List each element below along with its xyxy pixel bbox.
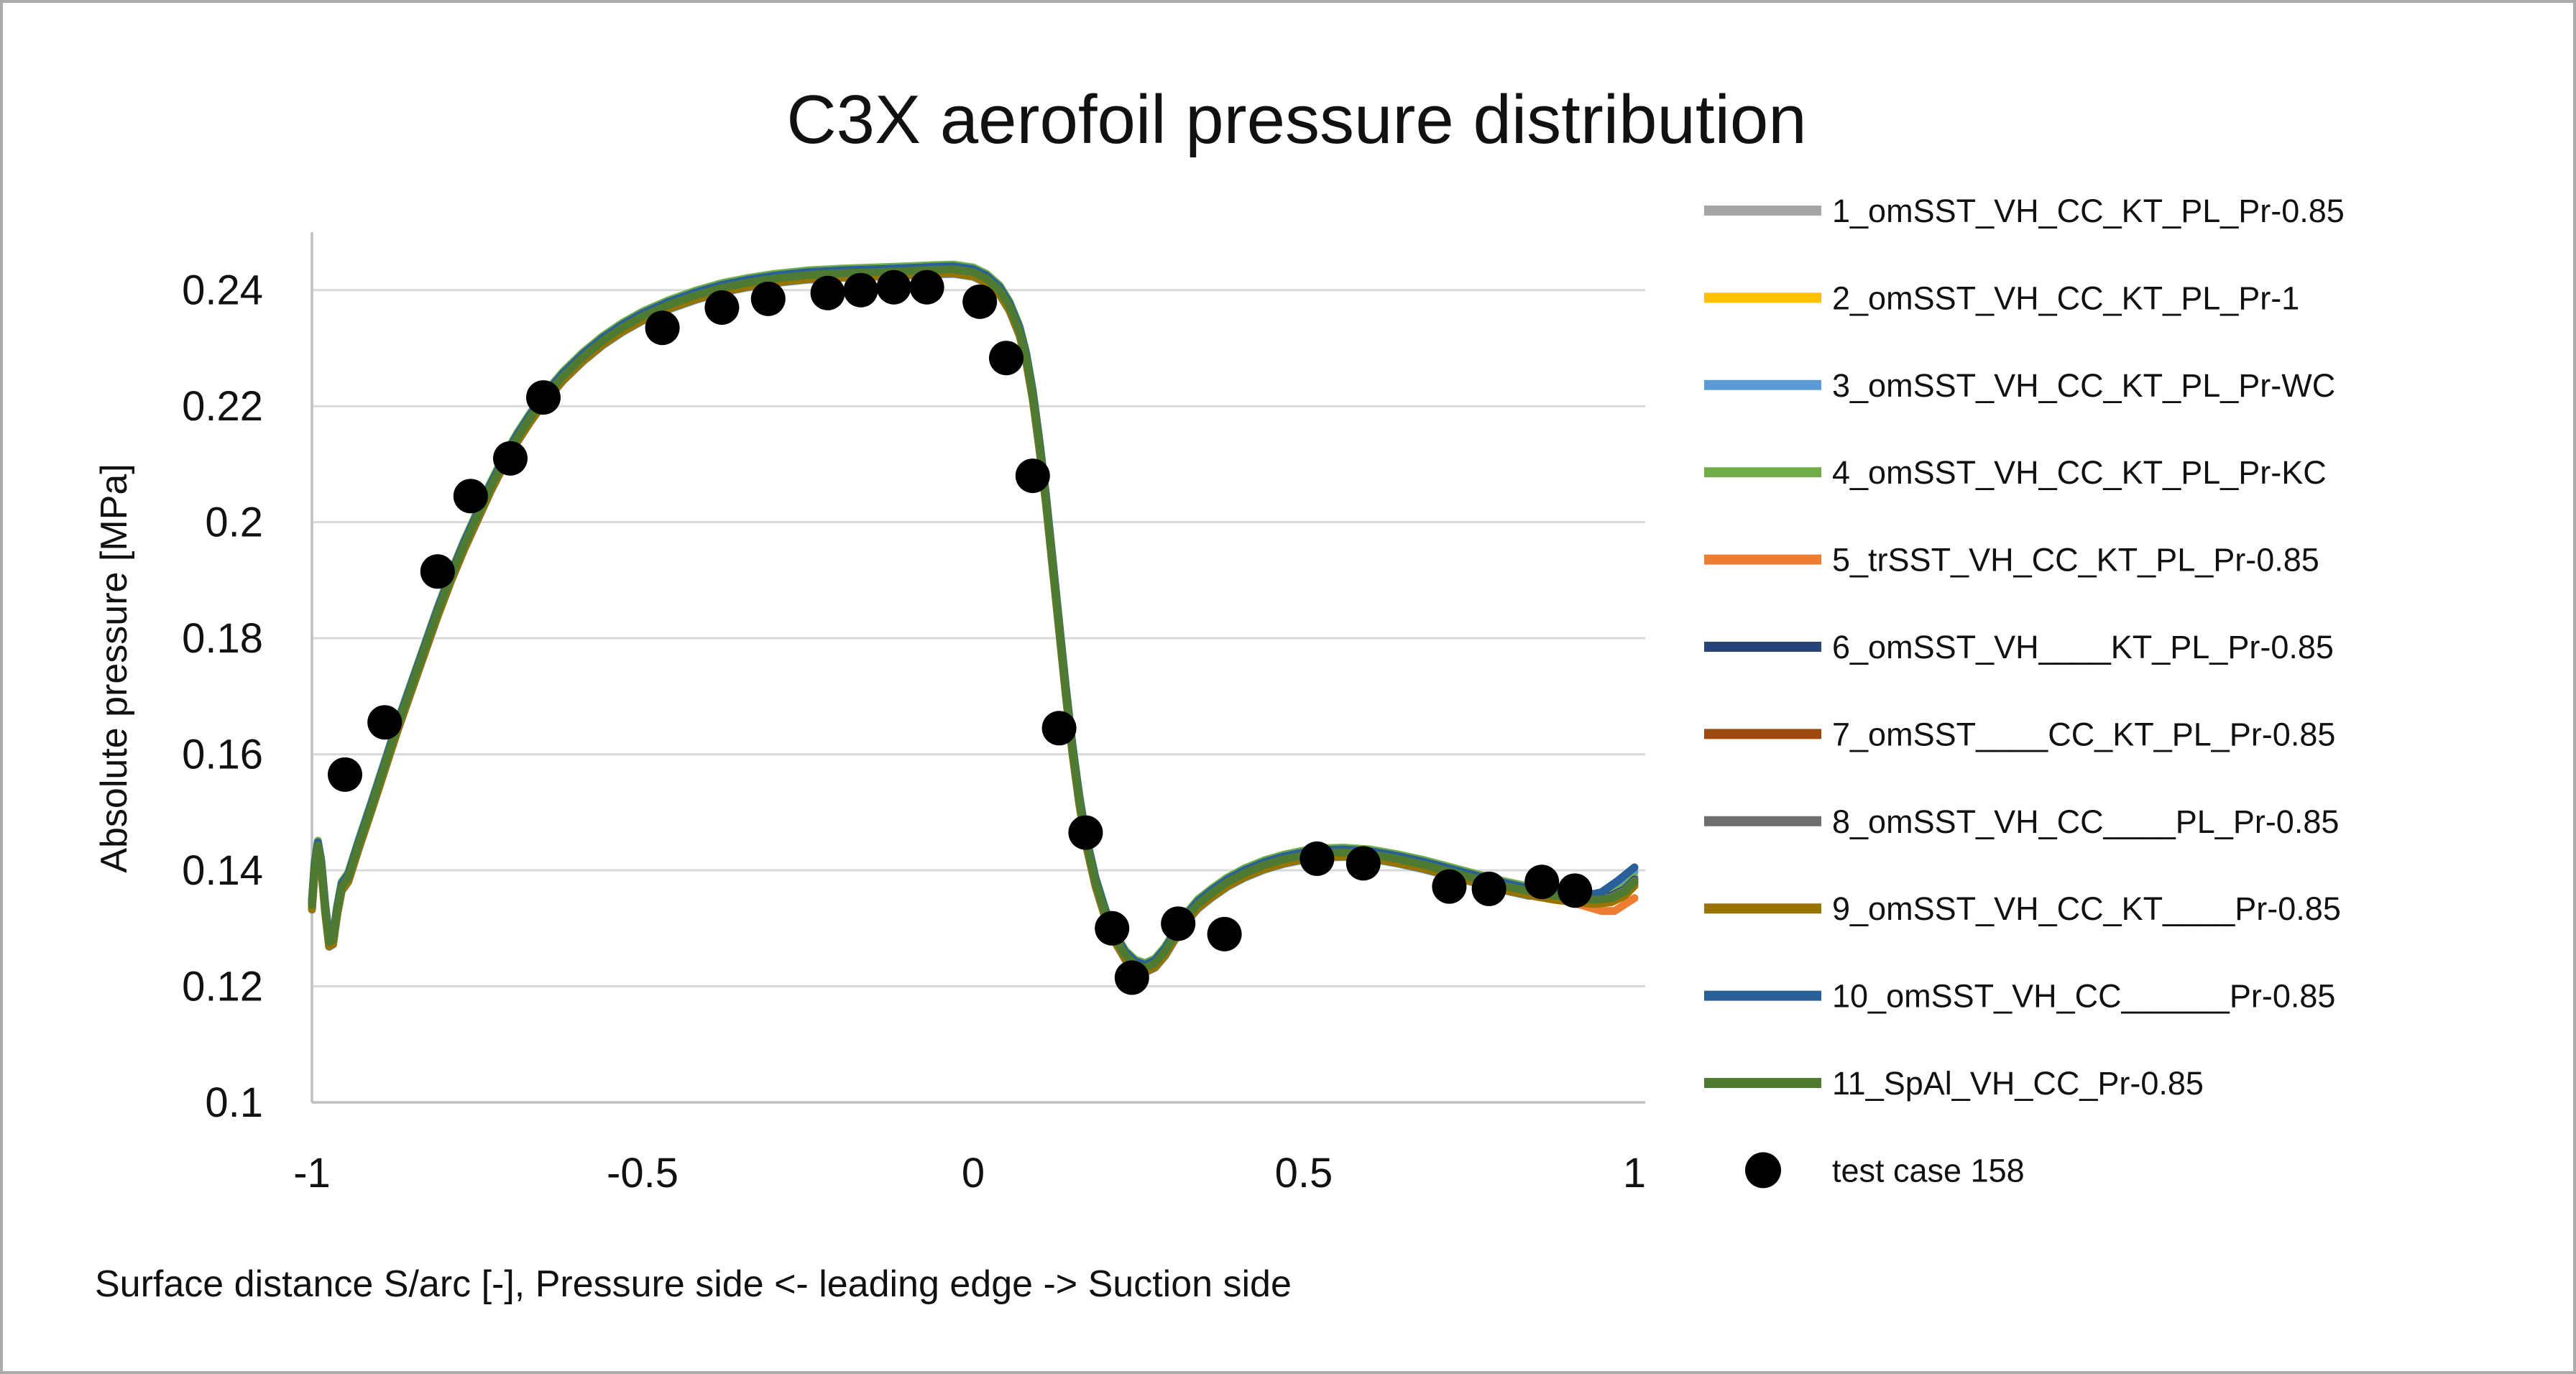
scatter-point bbox=[1095, 910, 1130, 946]
legend-label: 11_SpAl_VH_CC_Pr-0.85 bbox=[1832, 1065, 2204, 1102]
scatter-point bbox=[1207, 916, 1242, 951]
legend: 1_omSST_VH_CC_KT_PL_Pr-0.85 2_omSST_VH_CC… bbox=[1704, 193, 2345, 1189]
legend-item-12: test case 158 bbox=[1745, 1152, 2025, 1189]
legend-item-8: 8_omSST_VH_CC____PL_Pr-0.85 bbox=[1704, 803, 2339, 840]
legend-label: 7_omSST____CC_KT_PL_Pr-0.85 bbox=[1832, 716, 2335, 752]
y-tick-label: 0.22 bbox=[182, 383, 263, 430]
scatter-point bbox=[1524, 864, 1560, 900]
legend-label: 8_omSST_VH_CC____PL_Pr-0.85 bbox=[1832, 803, 2339, 840]
y-tick-label: 0.14 bbox=[182, 847, 263, 894]
scatter-point bbox=[962, 284, 998, 319]
series-line-4 bbox=[308, 260, 1639, 967]
legend-label: 3_omSST_VH_CC_KT_PL_Pr-WC bbox=[1832, 367, 2335, 404]
legend-item-7: 7_omSST____CC_KT_PL_Pr-0.85 bbox=[1704, 716, 2335, 752]
y-tick-label: 0.16 bbox=[182, 732, 263, 778]
scatter-point bbox=[989, 341, 1024, 376]
scatter-point bbox=[876, 269, 911, 305]
axis-layer bbox=[310, 232, 1645, 1104]
scatter-point bbox=[1015, 458, 1050, 494]
legend-item-2: 2_omSST_VH_CC_KT_PL_Pr-1 bbox=[1704, 280, 2299, 316]
legend-label: 4_omSST_VH_CC_KT_PL_Pr-KC bbox=[1832, 454, 2327, 491]
legend-item-6: 6_omSST_VH____KT_PL_Pr-0.85 bbox=[1704, 629, 2334, 665]
legend-item-11: 11_SpAl_VH_CC_Pr-0.85 bbox=[1704, 1065, 2204, 1102]
legend-label: 6_omSST_VH____KT_PL_Pr-0.85 bbox=[1832, 629, 2334, 665]
y-tick-label: 0.2 bbox=[205, 499, 263, 546]
scatter-point bbox=[1041, 711, 1077, 746]
y-tick-label: 0.12 bbox=[182, 964, 263, 1010]
legend-item-1: 1_omSST_VH_CC_KT_PL_Pr-0.85 bbox=[1704, 193, 2345, 229]
scatter-point bbox=[1471, 871, 1506, 906]
grid-layer bbox=[312, 289, 1645, 1104]
scatter-point bbox=[704, 290, 740, 325]
y-tick-label: 0.1 bbox=[205, 1079, 263, 1126]
legend-label: 9_omSST_VH_CC_KT____Pr-0.85 bbox=[1832, 890, 2341, 927]
scatter-point bbox=[750, 281, 786, 316]
scatter-layer bbox=[328, 269, 1593, 995]
scatter-point bbox=[1068, 815, 1103, 850]
pressure-chart: 0.24 0.22 0.2 0.18 0.16 0.14 0.12 0.1 -1 -0.5 0 0.5… bbox=[93, 81, 2345, 1305]
legend-item-5: 5_trSST_VH_CC_KT_PL_Pr-0.85 bbox=[1704, 542, 2319, 578]
x-tick-label: 0.5 bbox=[1275, 1150, 1333, 1197]
scatter-point bbox=[645, 310, 680, 346]
legend-label: 2_omSST_VH_CC_KT_PL_Pr-1 bbox=[1832, 280, 2299, 316]
legend-item-3: 3_omSST_VH_CC_KT_PL_Pr-WC bbox=[1704, 367, 2335, 404]
scatter-point bbox=[1300, 841, 1335, 876]
x-tick-label: -1 bbox=[293, 1150, 331, 1197]
x-tick-label: 1 bbox=[1623, 1150, 1646, 1197]
scatter-point bbox=[493, 441, 528, 476]
chart-title: C3X aerofoil pressure distribution bbox=[786, 81, 1806, 158]
x-tick-label: -0.5 bbox=[607, 1150, 678, 1197]
legend-item-10: 10_omSST_VH_CC______Pr-0.85 bbox=[1704, 978, 2335, 1015]
scatter-point bbox=[1114, 960, 1149, 995]
legend-dot-icon bbox=[1745, 1152, 1781, 1189]
y-tick-label: 0.24 bbox=[182, 267, 263, 314]
scatter-point bbox=[843, 272, 878, 308]
legend-label: 5_trSST_VH_CC_KT_PL_Pr-0.85 bbox=[1832, 542, 2319, 578]
scatter-point bbox=[453, 479, 488, 514]
tick-layer: 0.24 0.22 0.2 0.18 0.16 0.14 0.12 0.1 -1 -0.5 0 0.5… bbox=[182, 267, 1646, 1197]
scatter-point bbox=[1432, 869, 1467, 904]
scatter-point bbox=[328, 757, 362, 792]
scatter-point bbox=[420, 554, 455, 589]
legend-label: test case 158 bbox=[1832, 1152, 2025, 1189]
scatter-point bbox=[1161, 906, 1196, 941]
y-tick-label: 0.18 bbox=[182, 615, 263, 662]
scatter-point bbox=[526, 380, 561, 415]
scatter-point bbox=[909, 269, 944, 305]
x-axis-title: Surface distance S/arc [-], Pressure sid… bbox=[95, 1263, 1292, 1305]
legend-label: 1_omSST_VH_CC_KT_PL_Pr-0.85 bbox=[1832, 193, 2345, 229]
series-layer bbox=[308, 260, 1639, 977]
legend-item-9: 9_omSST_VH_CC_KT____Pr-0.85 bbox=[1704, 890, 2341, 927]
legend-label: 10_omSST_VH_CC______Pr-0.85 bbox=[1832, 978, 2335, 1015]
legend-item-4: 4_omSST_VH_CC_KT_PL_Pr-KC bbox=[1704, 454, 2327, 491]
scatter-point bbox=[1558, 873, 1593, 908]
scatter-point bbox=[367, 705, 402, 740]
y-axis-title: Absolute pressure [MPa] bbox=[93, 464, 135, 872]
scatter-point bbox=[1346, 846, 1381, 881]
scatter-point bbox=[810, 275, 845, 310]
x-tick-label: 0 bbox=[962, 1150, 985, 1197]
